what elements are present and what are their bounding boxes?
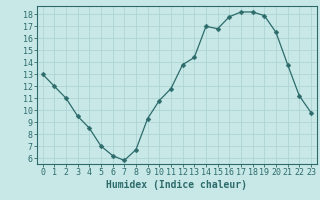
X-axis label: Humidex (Indice chaleur): Humidex (Indice chaleur) (106, 180, 247, 190)
